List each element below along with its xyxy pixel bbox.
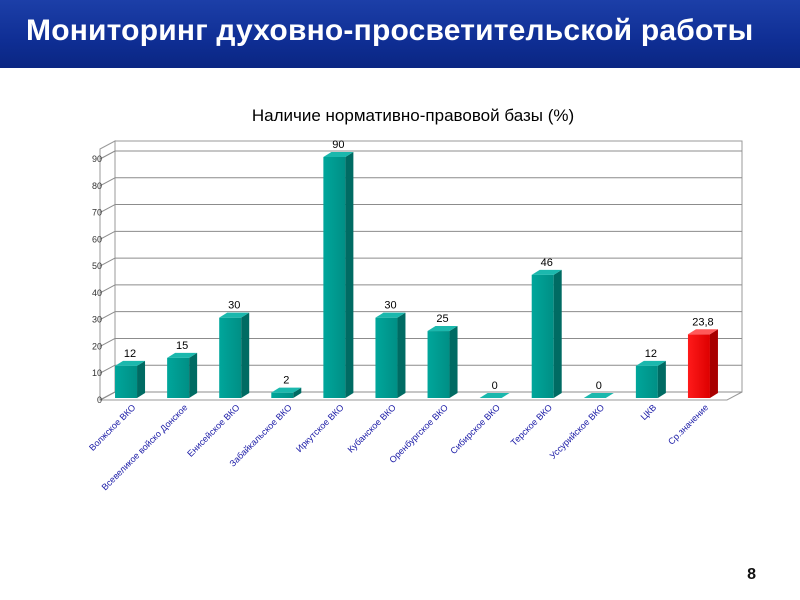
plot-side-wall xyxy=(99,140,116,401)
bar-side xyxy=(709,329,718,398)
slide-number: 8 xyxy=(747,566,756,583)
bar-top xyxy=(375,312,406,318)
bar-side xyxy=(553,269,562,398)
slide-title: Мониторинг духовно-просветительской рабо… xyxy=(26,14,754,47)
gridline-side xyxy=(99,204,116,213)
y-tick-label: 40 xyxy=(92,288,102,298)
bar xyxy=(635,360,666,398)
x-tick-label: Сибирское ВКО xyxy=(448,402,502,456)
chart-title: Наличие нормативно-правовой базы (%) xyxy=(252,106,574,125)
bar xyxy=(375,312,406,398)
bar-value-label: 15 xyxy=(176,340,188,352)
bar xyxy=(115,360,146,398)
y-tick-label: 0 xyxy=(97,395,102,405)
y-tick-label: 10 xyxy=(92,368,102,378)
bar-top xyxy=(583,393,614,398)
bar-value-label: 23,8 xyxy=(692,316,713,328)
x-tick-label: Оренбургское ВКО xyxy=(387,402,450,465)
bar-top xyxy=(687,329,718,335)
gridline-side xyxy=(99,150,116,160)
gridline-side xyxy=(99,364,116,374)
bar-side xyxy=(137,360,146,398)
x-tick-label: Ср.значение xyxy=(666,402,710,446)
y-tick-label: 50 xyxy=(92,261,102,271)
bar-top xyxy=(635,360,666,366)
bar-front xyxy=(167,357,190,398)
y-tick-label: 80 xyxy=(92,181,102,191)
bar-value-label: 0 xyxy=(492,380,498,392)
bar-top xyxy=(323,152,354,157)
gridline-side xyxy=(99,230,116,240)
bar xyxy=(323,152,354,398)
slide-header: Мониторинг духовно-просветительской рабо… xyxy=(0,0,800,68)
bar-top xyxy=(219,312,250,318)
x-tick-label: Иркутское ВКО xyxy=(294,402,346,454)
gridline-side xyxy=(99,177,116,187)
value-labels: 12 15 30 2 90 30 25 0 46 0 12 23,8 xyxy=(124,139,714,392)
bar-value-label: 12 xyxy=(124,348,136,360)
bar-side xyxy=(189,352,198,398)
x-tick-label: Уссурийское ВКО xyxy=(548,402,607,461)
bar-top xyxy=(531,269,562,275)
bar-side xyxy=(449,326,458,398)
bar-value-label: 46 xyxy=(541,257,553,269)
x-tick-label: Волжское ВКО xyxy=(87,402,137,452)
bar-value-label: 12 xyxy=(645,348,657,360)
bar xyxy=(531,269,562,398)
bar-value-label: 90 xyxy=(332,139,344,151)
bar xyxy=(219,312,250,398)
x-tick-label: Терское ВКО xyxy=(509,402,554,447)
gridline-side xyxy=(99,391,116,401)
bar xyxy=(479,393,510,398)
gridline-side xyxy=(99,311,116,321)
bar-top xyxy=(167,352,198,358)
bars xyxy=(115,152,718,398)
bar-top xyxy=(479,393,510,398)
bar xyxy=(167,352,198,398)
bar-front xyxy=(375,317,398,398)
bar xyxy=(271,387,302,398)
bar-side xyxy=(241,312,250,398)
bar-front xyxy=(635,365,658,398)
bar-value-label: 30 xyxy=(228,300,240,312)
y-tick-label: 90 xyxy=(92,154,102,164)
bar-top xyxy=(427,326,458,332)
gridline-side xyxy=(99,338,116,347)
x-tick-label: Всевеликое войско Донское xyxy=(100,402,190,492)
x-tick-label: Кубанское ВКО xyxy=(346,402,398,454)
bar-top xyxy=(115,360,146,366)
gridline-side xyxy=(99,284,116,294)
bar-side xyxy=(345,152,354,398)
bar-front xyxy=(427,331,450,398)
bar-front xyxy=(115,365,138,398)
gridline-side xyxy=(99,257,116,267)
bar-front xyxy=(323,157,346,398)
bar-value-label: 0 xyxy=(596,380,602,392)
y-tick-label: 60 xyxy=(92,234,102,244)
bar-side xyxy=(397,312,406,398)
bar-side xyxy=(657,360,666,398)
y-tick-label: 70 xyxy=(92,208,102,218)
bar-front xyxy=(219,317,242,398)
x-tick-label: ЦКВ xyxy=(639,402,659,422)
bar-front xyxy=(531,274,554,398)
bar xyxy=(583,393,614,398)
y-axis-ticks: 0 10 20 30 40 50 60 70 80 90 xyxy=(92,154,102,405)
bar xyxy=(427,326,458,398)
bar xyxy=(687,329,718,398)
y-tick-label: 30 xyxy=(92,315,102,325)
x-tick-label: Енисейское ВКО xyxy=(185,402,241,458)
bar-value-label: 2 xyxy=(283,375,289,387)
bar-value-label: 30 xyxy=(384,300,396,312)
y-tick-label: 20 xyxy=(92,341,102,351)
bar-front xyxy=(271,392,294,398)
bar-top xyxy=(271,387,302,393)
bar-front xyxy=(687,334,710,398)
bar-value-label: 25 xyxy=(436,313,448,325)
bar-side xyxy=(293,387,302,398)
